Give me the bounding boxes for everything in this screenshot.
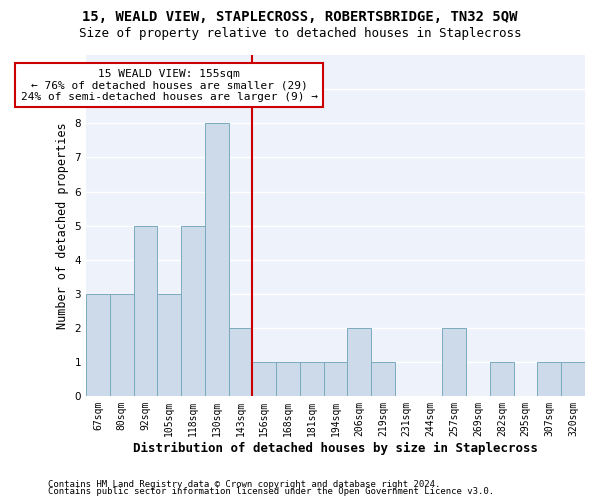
Bar — [134, 226, 157, 396]
Bar — [561, 362, 585, 396]
Bar — [300, 362, 323, 396]
Bar — [490, 362, 514, 396]
Text: Size of property relative to detached houses in Staplecross: Size of property relative to detached ho… — [79, 28, 521, 40]
Bar — [229, 328, 253, 396]
Bar — [181, 226, 205, 396]
Text: Contains HM Land Registry data © Crown copyright and database right 2024.: Contains HM Land Registry data © Crown c… — [48, 480, 440, 489]
Text: 15, WEALD VIEW, STAPLECROSS, ROBERTSBRIDGE, TN32 5QW: 15, WEALD VIEW, STAPLECROSS, ROBERTSBRID… — [82, 10, 518, 24]
Bar — [442, 328, 466, 396]
Text: Contains public sector information licensed under the Open Government Licence v3: Contains public sector information licen… — [48, 487, 494, 496]
Bar — [157, 294, 181, 396]
Bar — [253, 362, 276, 396]
Bar — [371, 362, 395, 396]
Text: 15 WEALD VIEW: 155sqm
← 76% of detached houses are smaller (29)
24% of semi-deta: 15 WEALD VIEW: 155sqm ← 76% of detached … — [20, 68, 317, 102]
Bar — [205, 124, 229, 396]
X-axis label: Distribution of detached houses by size in Staplecross: Distribution of detached houses by size … — [133, 442, 538, 455]
Y-axis label: Number of detached properties: Number of detached properties — [56, 122, 69, 329]
Bar — [538, 362, 561, 396]
Bar — [323, 362, 347, 396]
Bar — [276, 362, 300, 396]
Bar — [86, 294, 110, 396]
Bar — [110, 294, 134, 396]
Bar — [347, 328, 371, 396]
